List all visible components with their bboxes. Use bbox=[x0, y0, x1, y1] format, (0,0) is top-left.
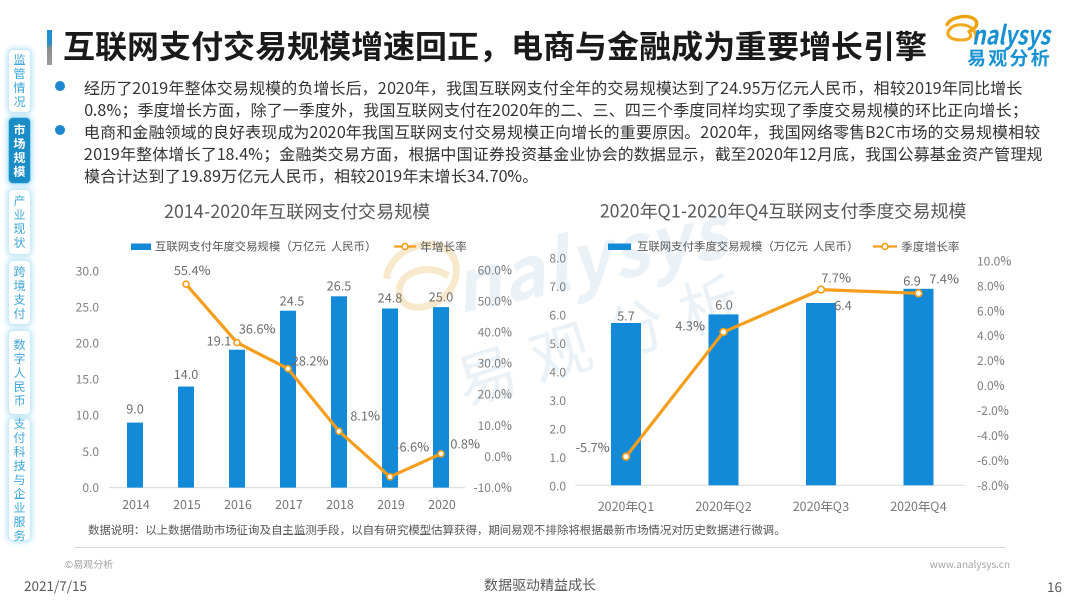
svg-text:25.0: 25.0 bbox=[429, 287, 454, 306]
svg-text:55.4%: 55.4% bbox=[174, 260, 211, 279]
svg-text:60.0%: 60.0% bbox=[478, 261, 512, 278]
svg-text:7.7%: 7.7% bbox=[821, 268, 851, 287]
svg-text:15.0: 15.0 bbox=[76, 371, 100, 388]
svg-text:50.0%: 50.0% bbox=[478, 292, 512, 309]
svg-text:8.0: 8.0 bbox=[549, 249, 566, 266]
svg-text:7.4%: 7.4% bbox=[929, 269, 959, 288]
svg-text:2016: 2016 bbox=[224, 494, 252, 513]
svg-text:9.0: 9.0 bbox=[126, 399, 144, 418]
svg-text:-2.0%: -2.0% bbox=[977, 402, 1009, 419]
svg-text:5.0: 5.0 bbox=[549, 335, 566, 352]
svg-text:6.0: 6.0 bbox=[549, 306, 566, 323]
svg-text:26.5: 26.5 bbox=[327, 276, 352, 295]
svg-text:0.8%: 0.8% bbox=[450, 434, 480, 453]
svg-text:4.0%: 4.0% bbox=[977, 327, 1005, 344]
svg-text:8.0%: 8.0% bbox=[977, 277, 1005, 294]
svg-text:30.0%: 30.0% bbox=[478, 355, 512, 372]
svg-text:2020: 2020 bbox=[428, 494, 456, 513]
svg-text:30.0: 30.0 bbox=[76, 262, 100, 279]
svg-text:25.0: 25.0 bbox=[76, 298, 100, 315]
svg-text:28.2%: 28.2% bbox=[292, 351, 329, 370]
svg-text:19.1: 19.1 bbox=[207, 331, 232, 350]
svg-text:年增长率: 年增长率 bbox=[420, 238, 467, 255]
svg-text:季度增长率: 季度增长率 bbox=[901, 238, 960, 255]
svg-text:2014-2020年互联网支付交易规模: 2014-2020年互联网支付交易规模 bbox=[164, 198, 430, 224]
svg-text:14.0: 14.0 bbox=[174, 364, 199, 383]
svg-text:4.3%: 4.3% bbox=[675, 316, 705, 335]
svg-text:6.0: 6.0 bbox=[715, 295, 733, 314]
svg-text:-6.0%: -6.0% bbox=[977, 452, 1009, 469]
svg-text:2.0: 2.0 bbox=[549, 420, 566, 437]
svg-text:2020年Q4: 2020年Q4 bbox=[890, 496, 947, 515]
svg-text:3.0: 3.0 bbox=[549, 392, 566, 409]
svg-text:4.0: 4.0 bbox=[549, 363, 566, 380]
svg-text:24.8: 24.8 bbox=[378, 288, 403, 307]
svg-text:2019: 2019 bbox=[377, 494, 405, 513]
svg-text:2020年Q1-2020年Q4互联网支付季度交易规模: 2020年Q1-2020年Q4互联网支付季度交易规模 bbox=[600, 198, 967, 224]
svg-text:6.4: 6.4 bbox=[834, 295, 852, 314]
svg-text:-10.0%: -10.0% bbox=[473, 479, 512, 496]
svg-text:10.0%: 10.0% bbox=[977, 252, 1011, 269]
svg-text:0.0: 0.0 bbox=[549, 477, 566, 494]
svg-text:-5.7%: -5.7% bbox=[576, 437, 610, 456]
svg-text:24.5: 24.5 bbox=[280, 291, 305, 310]
svg-text:-6.6%: -6.6% bbox=[395, 437, 429, 456]
svg-text:7.0: 7.0 bbox=[549, 278, 566, 295]
svg-text:20.0: 20.0 bbox=[76, 335, 100, 352]
svg-text:2018: 2018 bbox=[326, 494, 354, 513]
svg-text:10.0: 10.0 bbox=[76, 407, 100, 424]
svg-text:20.0%: 20.0% bbox=[478, 386, 512, 403]
svg-text:2020年Q2: 2020年Q2 bbox=[695, 496, 752, 515]
svg-text:互联网支付年度交易规模（万亿元 人民币）: 互联网支付年度交易规模（万亿元 人民币） bbox=[155, 239, 377, 255]
svg-text:-4.0%: -4.0% bbox=[977, 427, 1009, 444]
svg-text:-8.0%: -8.0% bbox=[977, 477, 1009, 494]
svg-text:6.9: 6.9 bbox=[903, 271, 921, 290]
svg-text:互联网支付季度交易规模（万亿元 人民币）: 互联网支付季度交易规模（万亿元 人民币） bbox=[637, 239, 859, 255]
svg-text:2017: 2017 bbox=[275, 494, 303, 513]
svg-text:10.0%: 10.0% bbox=[478, 417, 512, 434]
svg-text:8.1%: 8.1% bbox=[350, 406, 380, 425]
svg-text:2.0%: 2.0% bbox=[977, 352, 1005, 369]
svg-text:易观分析: 易观分析 bbox=[967, 44, 1052, 71]
svg-text:2015: 2015 bbox=[173, 494, 201, 513]
svg-text:0.0: 0.0 bbox=[82, 479, 99, 496]
svg-text:0.0%: 0.0% bbox=[484, 448, 512, 465]
svg-text:2020年Q3: 2020年Q3 bbox=[793, 496, 850, 515]
svg-text:36.6%: 36.6% bbox=[239, 319, 276, 338]
svg-text:2014: 2014 bbox=[122, 494, 150, 513]
svg-text:1.0: 1.0 bbox=[549, 449, 566, 466]
svg-text:5.0: 5.0 bbox=[82, 443, 99, 460]
svg-text:6.0%: 6.0% bbox=[977, 302, 1005, 319]
svg-text:40.0%: 40.0% bbox=[478, 324, 512, 341]
svg-text:2020年Q1: 2020年Q1 bbox=[598, 496, 655, 515]
svg-text:0.0%: 0.0% bbox=[977, 377, 1005, 394]
svg-text:5.7: 5.7 bbox=[617, 306, 635, 325]
svg-text:nalysys: nalysys bbox=[972, 16, 1053, 53]
